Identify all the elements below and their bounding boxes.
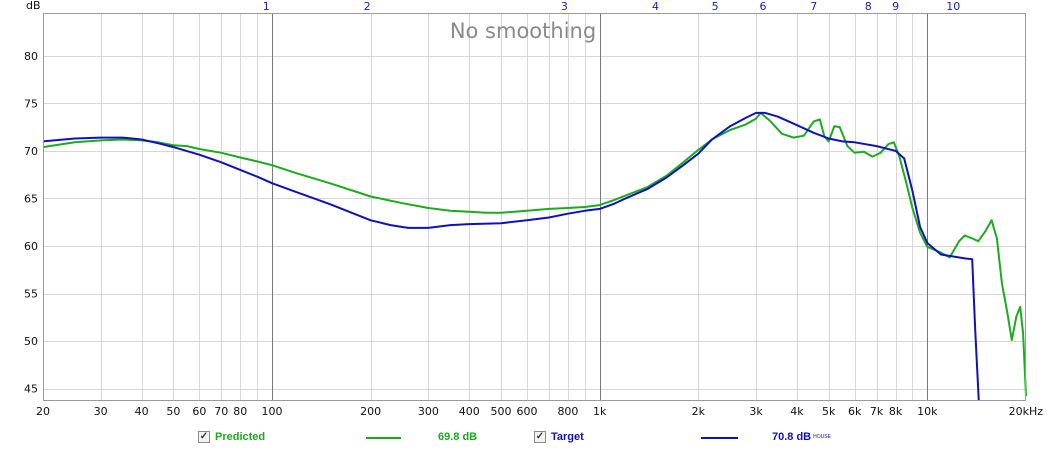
band-labels: 1 2 3 4 5 6 7 8 9 10: [263, 0, 961, 13]
band-tick-label: 4: [652, 0, 659, 13]
x-tick-label: 10k: [917, 405, 938, 418]
band-tick-label: 5: [712, 0, 719, 13]
y-tick-label: 70: [24, 145, 38, 158]
target-checkbox[interactable]: ✓: [534, 431, 546, 443]
x-tick-label: 7k: [870, 405, 884, 418]
plot-frame: [43, 13, 1026, 401]
legend-target[interactable]: ✓ Target: [534, 428, 584, 446]
target-value-superscript: HOUSE: [813, 434, 831, 440]
band-tick-label: 3: [561, 0, 568, 13]
x-tick-label: 4k: [790, 405, 804, 418]
y-tick-label: 60: [24, 240, 38, 253]
series-line-predicted: [42, 111, 1027, 397]
x-tick-label: 500: [491, 405, 512, 418]
target-value-group: 70.8 dB HOUSE: [772, 428, 831, 446]
predicted-line-swatch: [366, 437, 401, 439]
predicted-label: Predicted: [215, 431, 266, 443]
x-tick-label: 1k: [593, 405, 607, 418]
x-tick-label: 100: [262, 405, 283, 418]
x-tick-label: 8k: [889, 405, 903, 418]
x-axis-labels: 20 30 40 50 60 70 80 100 200 300 400 500 600 800 1k 2k 3…: [36, 405, 1043, 418]
predicted-checkbox[interactable]: ✓: [198, 431, 210, 443]
grid-lines: [43, 13, 1026, 401]
plot-background: [43, 13, 1026, 401]
target-line-swatch: [701, 437, 738, 439]
x-tick-label: 20: [36, 405, 50, 418]
band-tick-label: 2: [364, 0, 371, 13]
x-tick-label: 50: [166, 405, 180, 418]
chart-title: No smoothing: [450, 19, 596, 43]
x-tick-label: 5k: [822, 405, 836, 418]
y-tick-label: 65: [24, 192, 38, 205]
y-tick-label: 80: [24, 50, 38, 63]
y-tick-label: 50: [24, 335, 38, 348]
x-tick-label: 6k: [848, 405, 862, 418]
x-tick-label: 200: [360, 405, 381, 418]
y-tick-label: 75: [24, 97, 38, 110]
target-value: 70.8 dB: [772, 431, 812, 443]
band-tick-label: 6: [759, 0, 766, 13]
band-tick-label: 8: [865, 0, 872, 13]
band-tick-label: 10: [946, 0, 960, 13]
x-tick-label: 40: [135, 405, 149, 418]
x-tick-label: 300: [418, 405, 439, 418]
x-tick-label: 600: [517, 405, 538, 418]
band-tick-label: 7: [810, 0, 817, 13]
y-axis-labels: 45 50 55 60 65 70 75 80: [24, 50, 38, 396]
x-tick-label: 60: [192, 405, 206, 418]
x-tick-label: 20kHz: [1009, 405, 1044, 418]
y-tick-label: 55: [24, 288, 38, 301]
y-tick-label: 45: [24, 383, 38, 396]
predicted-value: 69.8 dB: [438, 431, 478, 443]
series-line-target: [42, 111, 980, 402]
x-tick-label: 400: [459, 405, 480, 418]
x-tick-label: 30: [94, 405, 108, 418]
legend-predicted[interactable]: ✓ Predicted: [198, 428, 265, 446]
x-tick-label: 800: [557, 405, 578, 418]
y-axis-unit-label: dB: [26, 0, 41, 12]
target-label: Target: [551, 431, 584, 443]
band-tick-label: 9: [892, 0, 899, 13]
x-tick-label: 80: [233, 405, 247, 418]
x-tick-label: 70: [214, 405, 228, 418]
series-lines: [42, 111, 1027, 402]
x-tick-label: 3k: [749, 405, 763, 418]
band-tick-label: 1: [263, 0, 270, 13]
x-tick-label: 2k: [692, 405, 706, 418]
